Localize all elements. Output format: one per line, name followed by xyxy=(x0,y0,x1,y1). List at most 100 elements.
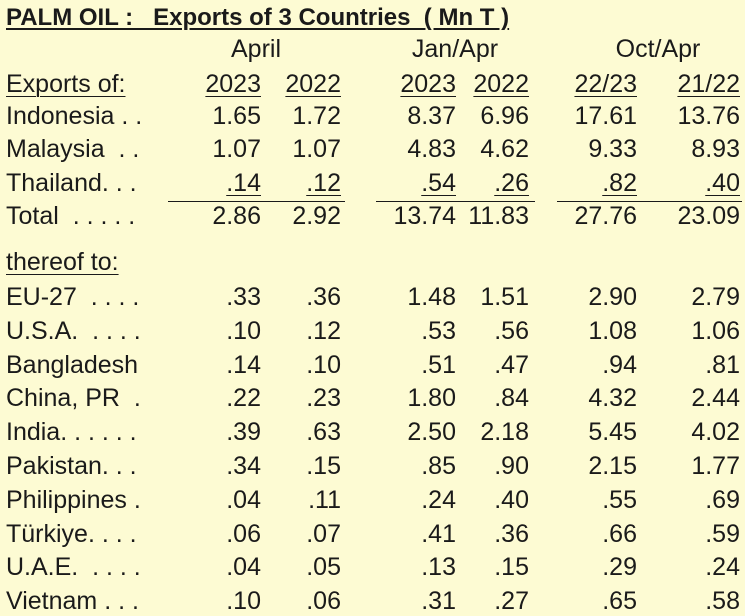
table-cell: 4.83 xyxy=(407,135,456,163)
column-header: 2023 xyxy=(400,70,456,98)
table-cell: .12 xyxy=(306,169,341,197)
table-cell: 2.44 xyxy=(691,384,740,412)
row-label: Philippines . xyxy=(6,486,141,514)
table-cell: 1.72 xyxy=(292,102,341,130)
row-label: Bangladesh xyxy=(6,351,139,379)
total-cell: 2.86 xyxy=(212,202,261,230)
table-cell: .04 xyxy=(226,486,261,514)
table-cell: .12 xyxy=(306,317,341,345)
table-cell: 2.50 xyxy=(407,418,456,446)
table-cell: .41 xyxy=(421,520,456,548)
table-cell: .33 xyxy=(226,283,261,311)
table-cell: 5.45 xyxy=(588,418,637,446)
table-cell: .36 xyxy=(306,283,341,311)
period-header: April xyxy=(230,35,281,63)
table-cell: .59 xyxy=(705,520,740,548)
table-cell: .40 xyxy=(705,169,740,197)
table-cell: .26 xyxy=(494,169,529,197)
total-cell: 27.76 xyxy=(574,202,637,230)
table-cell: .07 xyxy=(306,520,341,548)
table-cell: .58 xyxy=(705,587,740,615)
row-label: Vietnam . . . xyxy=(6,587,139,615)
table-cell: .10 xyxy=(226,317,261,345)
table-cell: .65 xyxy=(602,587,637,615)
row-label: U.A.E. . . . . xyxy=(6,553,141,581)
table-cell: .94 xyxy=(602,351,637,379)
table-cell: .81 xyxy=(705,351,740,379)
table-cell: 2.90 xyxy=(588,283,637,311)
period-header: Oct/Apr xyxy=(615,35,701,63)
divider xyxy=(376,201,535,202)
table-cell: .24 xyxy=(705,553,740,581)
table-cell: 1.65 xyxy=(212,102,261,130)
table-cell: 1.48 xyxy=(407,283,456,311)
total-cell: 2.92 xyxy=(292,202,341,230)
table-cell: .47 xyxy=(494,351,529,379)
divider xyxy=(557,201,742,202)
table-cell: .69 xyxy=(705,486,740,514)
table-cell: .06 xyxy=(226,520,261,548)
table-title: PALM OIL : Exports of 3 Countries ( Mn T… xyxy=(6,4,510,31)
table-cell: 1.07 xyxy=(212,135,261,163)
table-cell: .15 xyxy=(494,553,529,581)
period-header: Jan/Apr xyxy=(411,35,499,63)
table-cell: 17.61 xyxy=(574,102,637,130)
row-label: EU-27 . . . . xyxy=(6,283,140,311)
table-cell: 2.15 xyxy=(588,452,637,480)
divider xyxy=(168,201,345,202)
table-cell: .13 xyxy=(421,553,456,581)
column-header: 2022 xyxy=(473,70,529,98)
row-label: India. . . . . . xyxy=(6,418,137,446)
table-cell: .04 xyxy=(226,553,261,581)
table-cell: 4.62 xyxy=(480,135,529,163)
table-cell: 2.18 xyxy=(480,418,529,446)
table-cell: .22 xyxy=(226,384,261,412)
row-label: Türkiye. . . . xyxy=(6,520,137,548)
table-cell: .05 xyxy=(306,553,341,581)
table-cell: .51 xyxy=(421,351,456,379)
table-cell: 1.07 xyxy=(292,135,341,163)
table-cell: .24 xyxy=(421,486,456,514)
table-cell: .06 xyxy=(306,587,341,615)
table-cell: 1.08 xyxy=(588,317,637,345)
table-cell: .39 xyxy=(226,418,261,446)
table-cell: .14 xyxy=(226,169,261,197)
row-label: Pakistan. . . xyxy=(6,452,137,480)
table-cell: .53 xyxy=(421,317,456,345)
table-cell: 9.33 xyxy=(588,135,637,163)
table-cell: .34 xyxy=(226,452,261,480)
column-header: 2022 xyxy=(285,70,341,98)
table-cell: .10 xyxy=(226,587,261,615)
total-cell: 23.09 xyxy=(677,202,740,230)
row-label: Malaysia . . xyxy=(6,135,140,163)
table-cell: .54 xyxy=(421,169,456,197)
table-cell: .55 xyxy=(602,486,637,514)
table-cell: .27 xyxy=(494,587,529,615)
table-cell: 1.80 xyxy=(407,384,456,412)
exports-of-label: Exports of: xyxy=(6,70,126,98)
table-cell: 8.37 xyxy=(407,102,456,130)
table-cell: 6.96 xyxy=(480,102,529,130)
table-cell: .15 xyxy=(306,452,341,480)
table-cell: .10 xyxy=(306,351,341,379)
column-header: 22/23 xyxy=(574,70,637,98)
table-cell: 13.76 xyxy=(677,102,740,130)
table-cell: 8.93 xyxy=(691,135,740,163)
thereof-to-label: thereof to: xyxy=(6,248,119,276)
table-cell: .29 xyxy=(602,553,637,581)
table-cell: .90 xyxy=(494,452,529,480)
row-label: U.S.A. . . . . xyxy=(6,317,141,345)
total-cell: 13.74 xyxy=(393,202,456,230)
row-label: Indonesia . . xyxy=(6,102,143,130)
table-cell: .31 xyxy=(421,587,456,615)
table-cell: .56 xyxy=(494,317,529,345)
table-cell: 1.77 xyxy=(691,452,740,480)
column-header: 21/22 xyxy=(677,70,740,98)
table-cell: .11 xyxy=(308,486,341,514)
table-cell: 4.32 xyxy=(588,384,637,412)
table-cell: .36 xyxy=(494,520,529,548)
row-label: Thailand. . . xyxy=(6,169,137,197)
table-cell: .82 xyxy=(602,169,637,197)
column-header: 2023 xyxy=(205,70,261,98)
table-cell: .23 xyxy=(306,384,341,412)
